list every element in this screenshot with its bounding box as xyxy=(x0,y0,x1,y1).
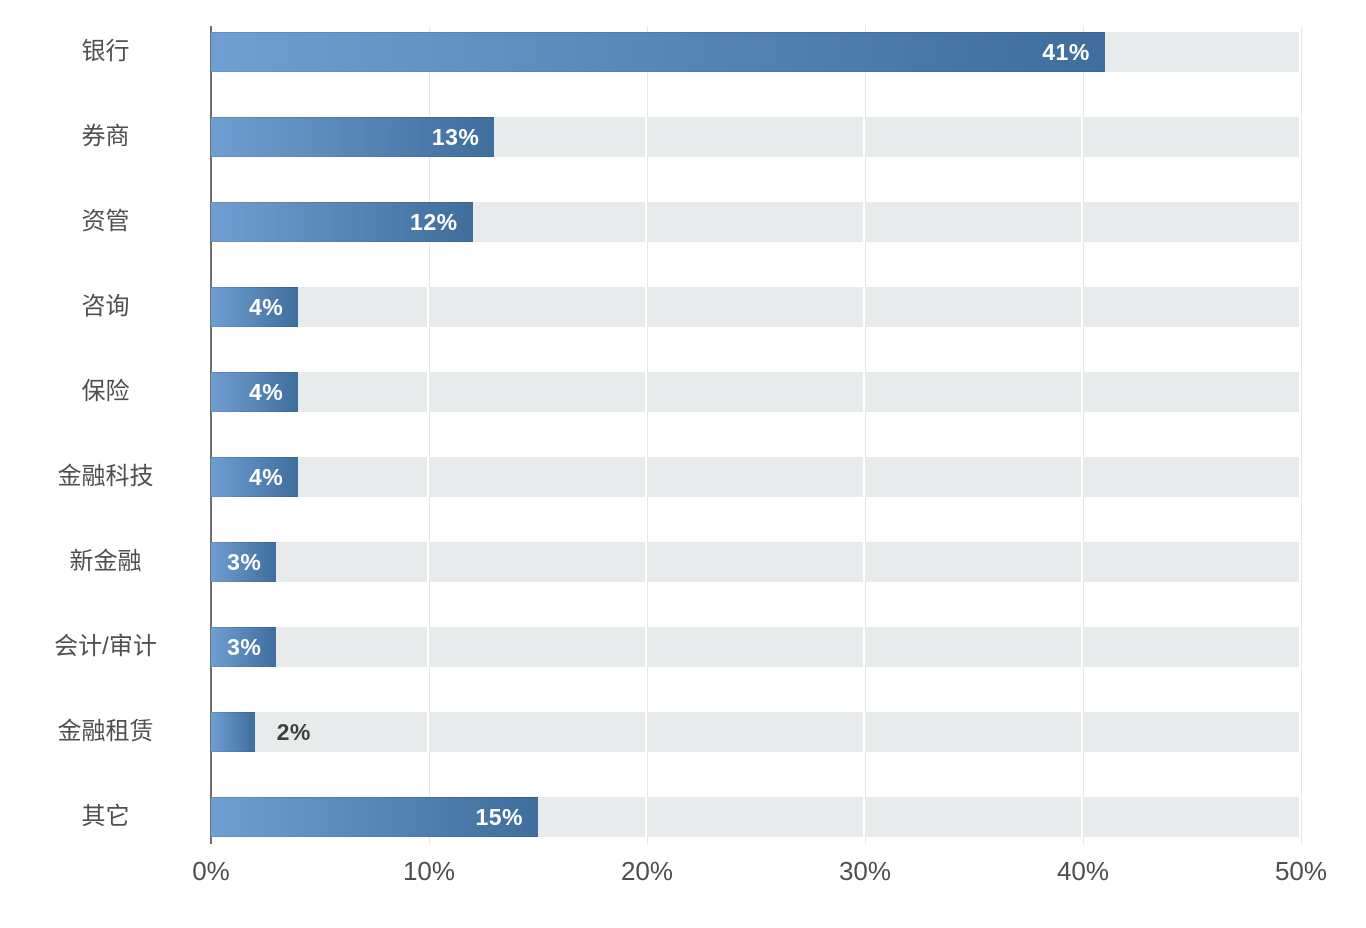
bar-trackzone: 3% xyxy=(211,542,1301,582)
vertical-gridline xyxy=(1083,26,1084,844)
category-label: 金融科技 xyxy=(57,463,154,490)
bar: 13% xyxy=(211,117,495,157)
vertical-gridline xyxy=(429,26,430,844)
y-axis-line xyxy=(210,26,212,844)
bar-trackzone: 4% xyxy=(211,457,1301,497)
bar: 41% xyxy=(211,32,1105,72)
chart-row: 金融科技 4% xyxy=(0,457,1301,497)
category-label: 保险 xyxy=(81,378,130,405)
category-label: 会计/审计 xyxy=(54,633,157,660)
bar-trackzone: 4% xyxy=(211,372,1301,412)
bar: 3% xyxy=(211,627,277,667)
bar: 4% xyxy=(211,287,299,327)
bar: 4% xyxy=(211,457,299,497)
x-axis: 0% 10% 20% 30% 40% 50% xyxy=(192,854,1327,888)
bar-track xyxy=(211,712,1301,752)
x-tick-label: 10% xyxy=(402,856,456,886)
value-label-inside: 41% xyxy=(1042,38,1090,65)
chart-row: 会计/审计 3% xyxy=(0,627,1301,667)
category-label: 咨询 xyxy=(81,293,130,320)
bar-trackzone: 3% xyxy=(211,627,1301,667)
chart-row: 券商 13% xyxy=(0,117,1301,157)
vertical-gridline xyxy=(647,26,648,844)
bar-trackzone: 15% xyxy=(211,797,1301,837)
value-label-inside: 13% xyxy=(431,123,480,150)
grid-layer xyxy=(210,26,1302,844)
bar-trackzone: 4% xyxy=(211,287,1301,327)
vertical-gridline xyxy=(1301,26,1302,844)
category-label: 金融租赁 xyxy=(57,718,154,745)
value-label-inside: 4% xyxy=(248,463,284,490)
bar: 3% xyxy=(211,542,277,582)
bar-trackzone: 13% xyxy=(211,117,1301,157)
bar-track xyxy=(211,457,1301,497)
chart-row: 咨询 4% xyxy=(0,287,1301,327)
x-tick-label: 30% xyxy=(838,856,892,886)
chart-row: 银行 41% xyxy=(0,32,1301,72)
x-tick-label: 20% xyxy=(620,856,674,886)
bar: 15% xyxy=(211,797,538,837)
chart-rows: 银行 41% 券商 13% 资管 12% 咨询 xyxy=(0,32,1301,837)
bar-trackzone: 12% xyxy=(211,202,1301,242)
category-label: 资管 xyxy=(81,208,130,235)
category-label: 银行 xyxy=(81,38,130,65)
bar-track xyxy=(211,372,1301,412)
chart-row: 金融租赁 2% xyxy=(0,712,1301,752)
bar-track xyxy=(211,287,1301,327)
vertical-gridline xyxy=(865,26,866,844)
category-label: 其它 xyxy=(81,803,130,830)
bar-track xyxy=(211,542,1301,582)
bar xyxy=(211,712,255,752)
bar-trackzone: 41% xyxy=(211,32,1301,72)
bar-track xyxy=(211,627,1301,667)
bar-trackzone: 2% xyxy=(211,712,1301,752)
category-label: 新金融 xyxy=(69,548,142,575)
x-tick-label: 50% xyxy=(1274,856,1328,886)
category-label: 券商 xyxy=(81,123,130,150)
x-tick-label: 40% xyxy=(1056,856,1110,886)
x-tick-label: 0% xyxy=(192,856,230,886)
chart-row: 其它 15% xyxy=(0,797,1301,837)
value-label-inside: 15% xyxy=(475,803,523,830)
value-label-inside: 12% xyxy=(410,208,458,235)
bar: 4% xyxy=(211,372,299,412)
value-label-inside: 3% xyxy=(227,548,262,575)
chart-row: 保险 4% xyxy=(0,372,1301,412)
value-label-inside: 4% xyxy=(248,293,284,320)
value-label-inside: 4% xyxy=(248,378,284,405)
chart-row: 资管 12% xyxy=(0,202,1301,242)
value-label-outside: 2% xyxy=(276,718,311,745)
bar: 12% xyxy=(211,202,473,242)
chart-row: 新金融 3% xyxy=(0,542,1301,582)
value-label-inside: 3% xyxy=(227,633,262,660)
